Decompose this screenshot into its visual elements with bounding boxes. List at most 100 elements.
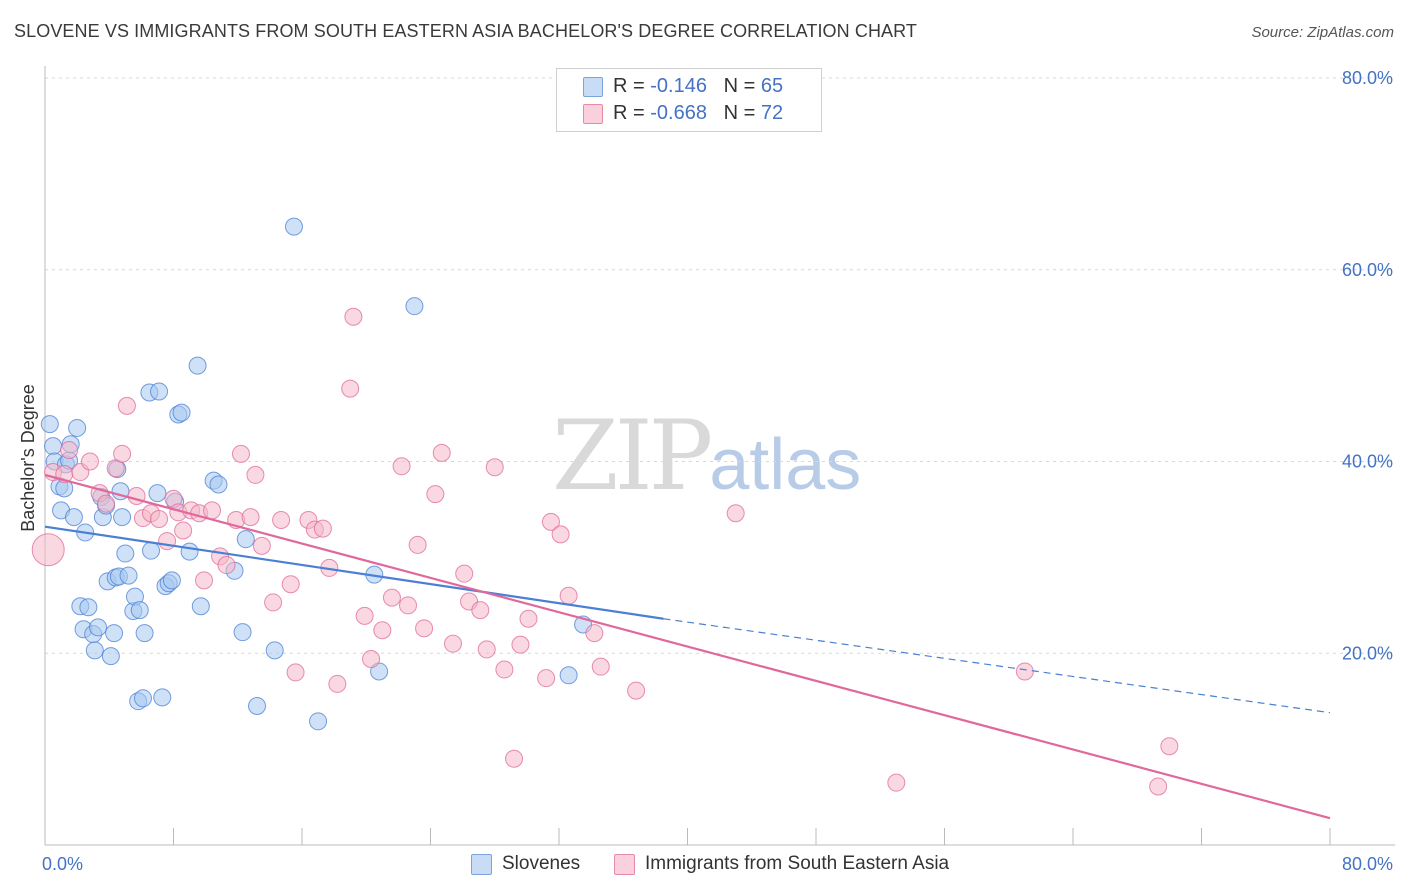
data-point-immigrants	[355, 606, 374, 625]
data-point-immigrants	[328, 674, 347, 693]
data-point-immigrants	[1160, 737, 1179, 756]
stats-legend: R = -0.146 N = 65 R = -0.668 N = 72	[556, 68, 822, 132]
data-point-immigrants	[158, 532, 177, 551]
data-point-immigrants	[627, 681, 646, 700]
r-value: -0.668	[650, 102, 707, 124]
data-point-immigrants	[1015, 662, 1034, 681]
data-point-immigrants	[231, 444, 250, 463]
n-label: N =	[723, 75, 761, 97]
legend-swatch-slovenes	[583, 77, 603, 97]
data-point-slovenes	[142, 541, 161, 560]
data-point-immigrants	[217, 556, 236, 575]
data-point-immigrants	[246, 465, 265, 484]
data-point-slovenes	[150, 382, 169, 401]
watermark-atlas: atlas	[709, 425, 862, 505]
data-point-immigrants	[537, 669, 556, 688]
data-point-immigrants	[585, 624, 604, 643]
data-point-immigrants	[117, 396, 136, 415]
data-point-immigrants	[150, 510, 169, 529]
data-point-immigrants	[559, 586, 578, 605]
data-point-immigrants	[286, 663, 305, 682]
n-value: 65	[760, 75, 784, 97]
data-point-slovenes	[119, 566, 138, 585]
legend-swatch-slovenes	[471, 854, 492, 875]
data-point-immigrants	[426, 485, 445, 504]
data-point-slovenes	[79, 598, 98, 617]
r-label: R =	[613, 102, 651, 124]
trend-line-slovenes-extension	[663, 618, 1331, 714]
legend-swatch-immigrants	[614, 854, 635, 875]
data-point-slovenes	[236, 530, 255, 549]
data-point-slovenes	[133, 689, 152, 708]
legend-swatch-immigrants	[583, 104, 603, 124]
data-point-slovenes	[89, 618, 108, 637]
data-point-slovenes	[180, 542, 199, 561]
n-value: 72	[760, 102, 784, 124]
data-point-slovenes	[233, 623, 252, 642]
watermark-zip: ZIP	[552, 400, 713, 512]
data-point-immigrants	[80, 452, 99, 471]
data-point-immigrants	[344, 307, 363, 326]
data-point-immigrants	[31, 533, 65, 567]
data-point-slovenes	[40, 415, 59, 434]
data-point-immigrants	[113, 444, 132, 463]
data-point-immigrants	[281, 575, 300, 594]
data-point-immigrants	[887, 773, 906, 792]
y-axis-label: Bachelor's Degree	[18, 384, 38, 532]
data-point-immigrants	[203, 501, 222, 520]
data-point-immigrants	[264, 593, 283, 612]
legend-label: Slovenes	[502, 853, 581, 874]
data-point-slovenes	[130, 601, 149, 620]
x-tick-label: 80.0%	[1342, 854, 1393, 874]
data-point-slovenes	[559, 666, 578, 685]
data-point-immigrants	[591, 657, 610, 676]
data-point-slovenes	[162, 571, 181, 590]
data-point-immigrants	[195, 571, 214, 590]
trend-line-immigrants	[44, 473, 1331, 820]
data-point-immigrants	[272, 510, 291, 529]
data-point-immigrants	[408, 535, 427, 554]
data-point-slovenes	[284, 217, 303, 236]
n-label: N =	[723, 102, 761, 124]
data-point-slovenes	[153, 688, 172, 707]
data-point-slovenes	[405, 297, 424, 316]
data-point-immigrants	[485, 458, 504, 477]
data-point-immigrants	[495, 660, 514, 679]
data-point-immigrants	[373, 621, 392, 640]
y-tick-label: 80.0%	[1342, 68, 1393, 88]
data-point-slovenes	[172, 403, 191, 422]
trend-line-slovenes	[44, 525, 664, 620]
data-point-slovenes	[209, 475, 228, 494]
data-point-immigrants	[726, 504, 745, 523]
y-tick-label: 40.0%	[1342, 452, 1393, 472]
y-tick-label: 60.0%	[1342, 260, 1393, 280]
data-point-immigrants	[174, 521, 193, 540]
data-point-immigrants	[455, 564, 474, 583]
data-point-immigrants	[382, 588, 401, 607]
data-point-immigrants	[477, 640, 496, 659]
watermark: ZIPatlas	[552, 400, 861, 512]
data-point-slovenes	[68, 418, 87, 437]
data-point-immigrants	[471, 601, 490, 620]
data-point-slovenes	[113, 508, 132, 527]
data-point-immigrants	[541, 512, 560, 531]
data-point-slovenes	[116, 544, 135, 563]
legend-label: Immigrants from South Eastern Asia	[645, 853, 950, 874]
data-point-immigrants	[551, 525, 570, 544]
data-point-immigrants	[511, 635, 530, 654]
data-point-immigrants	[519, 609, 538, 628]
data-point-slovenes	[101, 647, 120, 666]
data-point-immigrants	[241, 508, 260, 527]
data-point-slovenes	[64, 508, 83, 527]
data-point-immigrants	[432, 443, 451, 462]
source-label: Source: ZipAtlas.com	[1251, 24, 1394, 41]
data-point-immigrants	[1149, 777, 1168, 796]
data-point-immigrants	[505, 749, 524, 768]
data-point-immigrants	[362, 650, 381, 669]
y-tick-label: 20.0%	[1342, 643, 1393, 663]
data-point-slovenes	[191, 597, 210, 616]
data-point-slovenes	[135, 624, 154, 643]
data-point-immigrants	[392, 457, 411, 476]
data-point-immigrants	[415, 619, 434, 638]
data-point-immigrants	[341, 379, 360, 398]
